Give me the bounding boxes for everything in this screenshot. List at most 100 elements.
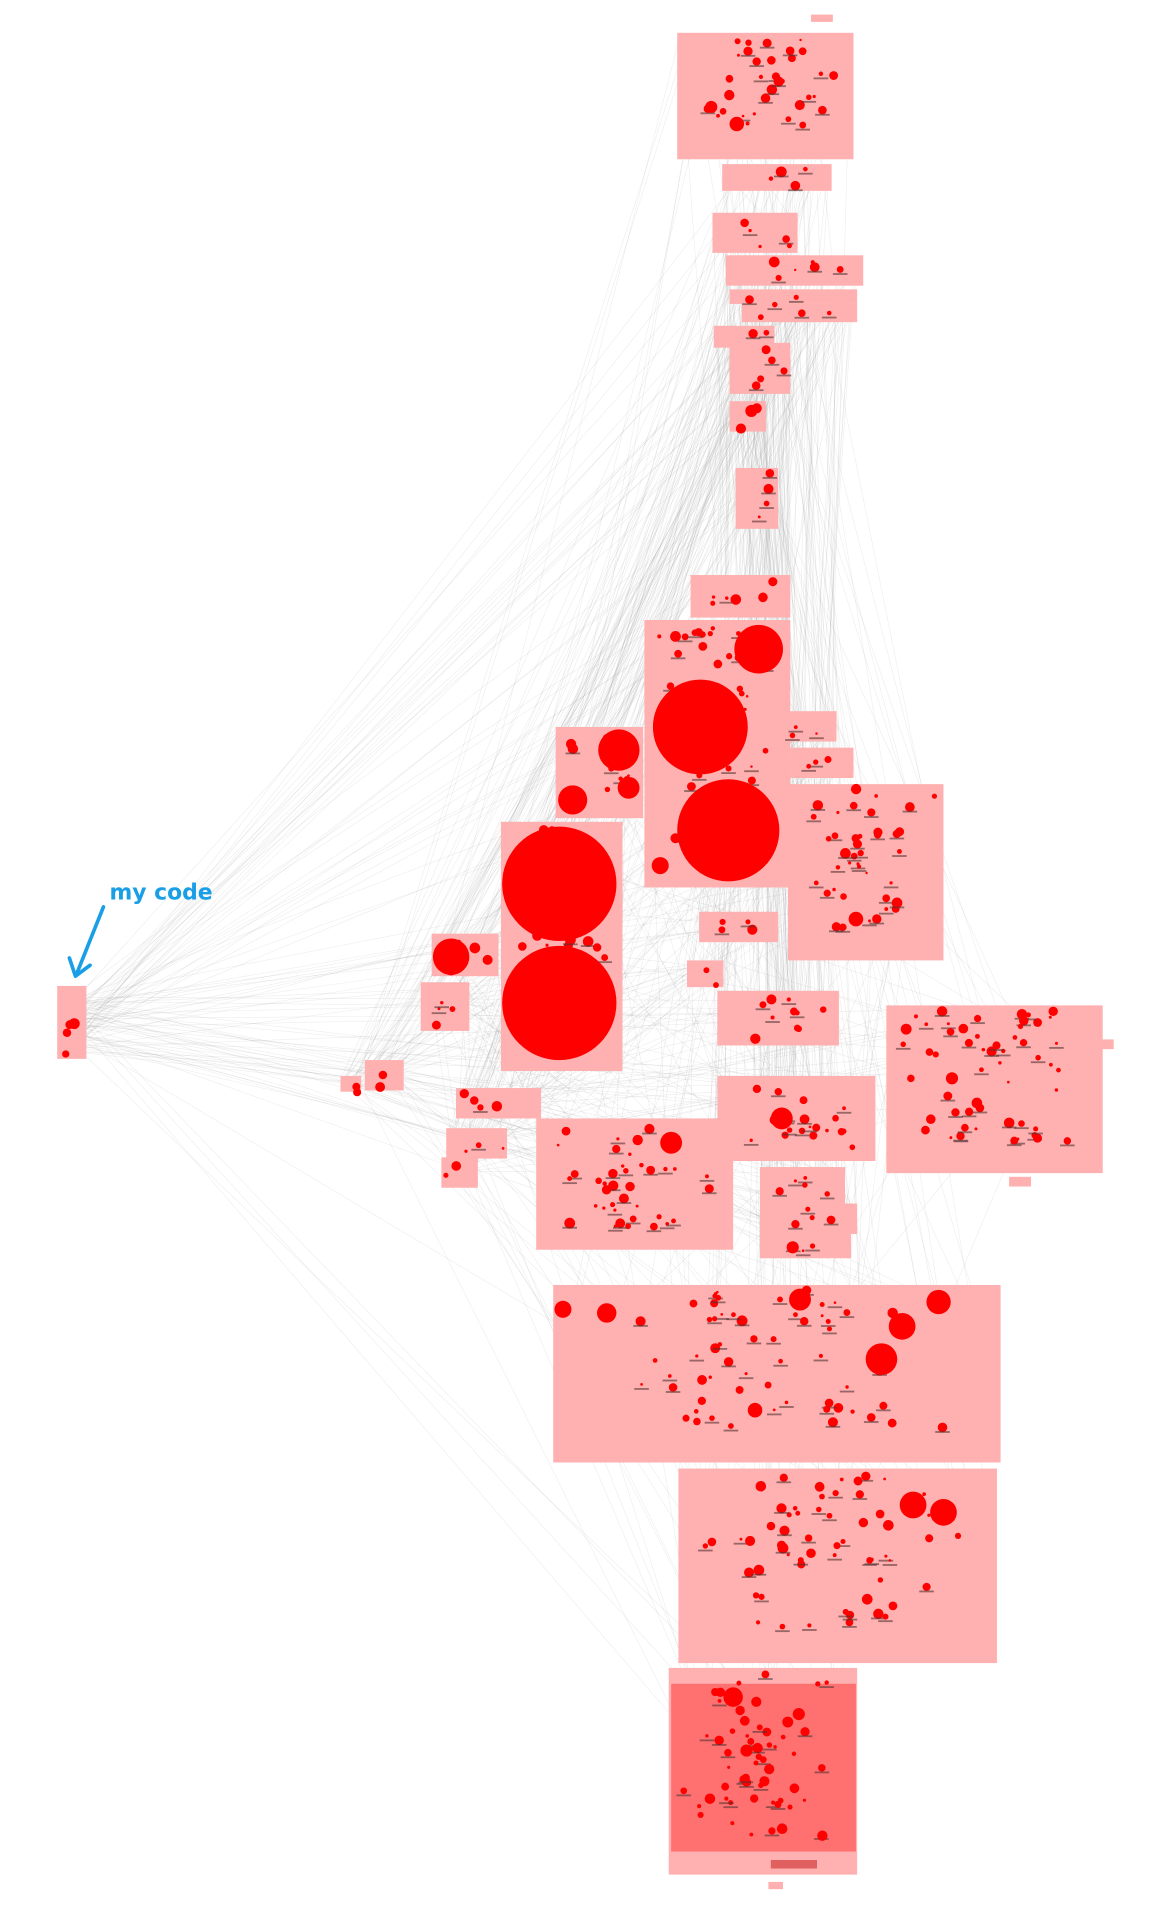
node <box>752 1592 760 1599</box>
node-label <box>835 1545 851 1547</box>
node-label <box>744 770 759 773</box>
node <box>971 1097 983 1109</box>
cluster <box>712 212 798 253</box>
node-label <box>770 1808 786 1810</box>
node <box>704 1793 716 1804</box>
node <box>464 1149 468 1153</box>
node-label <box>742 234 758 237</box>
node <box>816 1506 822 1513</box>
node <box>779 1623 786 1630</box>
edge <box>71 1015 830 1113</box>
node <box>704 1184 714 1194</box>
node <box>848 861 852 865</box>
node <box>785 46 795 56</box>
node <box>773 76 784 87</box>
node <box>752 1742 763 1754</box>
edge <box>71 64 827 1045</box>
node-label <box>823 1223 839 1226</box>
node <box>793 725 798 729</box>
node-label <box>872 1374 887 1376</box>
node-label <box>772 1303 788 1305</box>
node <box>786 1241 799 1254</box>
node <box>875 1509 885 1519</box>
node <box>518 942 527 951</box>
node-label <box>863 1421 879 1423</box>
node-label <box>878 901 894 904</box>
node <box>798 1127 806 1135</box>
node <box>839 923 847 931</box>
node <box>791 1220 800 1229</box>
node <box>1048 1006 1058 1017</box>
edge <box>814 290 846 720</box>
node <box>824 756 832 764</box>
node <box>774 1087 783 1096</box>
node <box>786 1127 793 1133</box>
node-label <box>565 752 581 755</box>
node <box>663 1166 668 1172</box>
node-label <box>646 1230 662 1233</box>
node <box>926 1289 951 1315</box>
node <box>62 1028 72 1037</box>
node <box>777 1542 789 1554</box>
edge <box>71 1001 754 1085</box>
edge <box>71 987 464 1004</box>
node-label <box>838 1615 853 1618</box>
edge <box>354 224 788 1079</box>
node <box>873 827 883 837</box>
node <box>477 1104 484 1111</box>
node <box>773 1745 777 1749</box>
node <box>775 1187 784 1196</box>
node <box>725 596 729 600</box>
node <box>951 1108 960 1117</box>
node <box>639 1162 644 1168</box>
node <box>749 1138 753 1142</box>
node-label <box>772 1194 787 1197</box>
edge <box>71 1051 377 1072</box>
node-label <box>829 930 844 933</box>
cluster <box>729 289 858 304</box>
node-label <box>870 838 885 841</box>
node <box>728 1423 734 1429</box>
node <box>770 1015 775 1020</box>
node-label <box>934 1015 950 1017</box>
node <box>866 1413 876 1422</box>
edge <box>510 356 760 913</box>
node <box>751 1696 762 1707</box>
edge <box>364 42 691 1069</box>
node-label <box>612 1226 628 1229</box>
node <box>762 747 769 754</box>
node-label <box>733 1542 749 1545</box>
node-label <box>473 1111 488 1113</box>
cluster <box>886 1005 1103 1174</box>
node <box>730 594 742 605</box>
node-label <box>616 1202 632 1204</box>
node <box>809 262 820 273</box>
node-label <box>764 1834 780 1837</box>
edge <box>792 263 799 721</box>
node-label <box>753 80 769 83</box>
node-label <box>984 1055 999 1057</box>
node <box>691 629 699 636</box>
node <box>867 808 876 817</box>
node <box>635 1316 646 1327</box>
edge <box>515 999 755 1098</box>
node-label <box>608 1152 624 1155</box>
node <box>925 1534 934 1543</box>
node <box>785 116 792 123</box>
node-label <box>813 77 829 80</box>
node <box>831 832 839 840</box>
edge <box>71 936 464 1046</box>
node <box>693 1417 701 1426</box>
node-label <box>788 189 803 192</box>
node-label <box>878 1620 893 1623</box>
node-label <box>807 270 823 273</box>
node-label <box>839 1390 855 1393</box>
node <box>775 274 782 282</box>
node-label <box>759 46 775 49</box>
node <box>602 1181 607 1186</box>
edge <box>71 1051 527 1103</box>
node <box>443 1172 449 1178</box>
node <box>759 1776 770 1787</box>
